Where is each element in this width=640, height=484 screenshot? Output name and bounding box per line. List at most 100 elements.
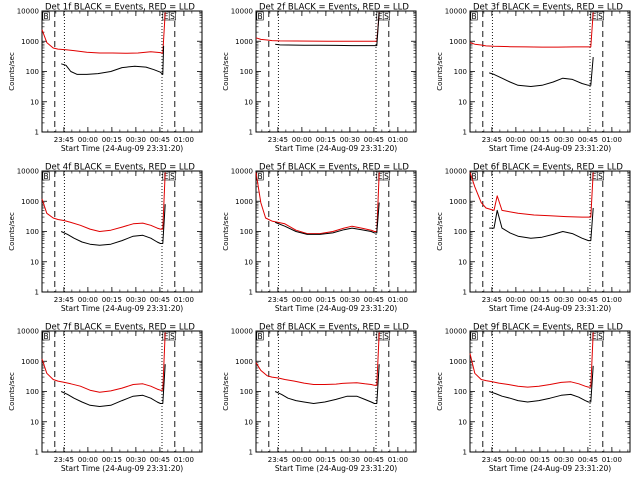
x-tick-label: 00:15 (316, 136, 336, 144)
y-tick-label: 10 (244, 418, 253, 426)
y-tick-label: 10000 (231, 8, 253, 16)
x-tick-label: 00:00 (292, 296, 312, 304)
x-tick-label: 00:45 (150, 296, 170, 304)
y-tick-label: 1000 (235, 198, 253, 206)
y-axis-label: Counts/sec (8, 52, 16, 91)
series-line-lld (256, 172, 379, 233)
x-tick-label: 00:15 (102, 296, 122, 304)
x-tick-label: 01:00 (602, 456, 622, 464)
x-axis-label: Start Time (24-Aug-09 23:31:20) (275, 144, 397, 153)
x-tick-label: 23:45 (482, 456, 502, 464)
y-tick-label: 100 (26, 68, 39, 76)
y-tick-label: 10000 (445, 328, 467, 336)
x-tick-label: 00:00 (78, 456, 98, 464)
y-tick-label: 1000 (449, 358, 467, 366)
marker-label-b: B (257, 172, 262, 181)
x-tick-label: 23:45 (54, 136, 74, 144)
y-tick-label: 1000 (21, 358, 39, 366)
x-tick-label: 00:30 (340, 296, 360, 304)
plot-frame (256, 11, 416, 132)
y-tick-label: 10000 (445, 168, 467, 176)
y-axis-label: Counts/sec (222, 372, 230, 411)
series-line-lld (470, 12, 593, 47)
x-tick-label: 00:45 (578, 456, 598, 464)
x-tick-label: 00:00 (506, 296, 526, 304)
y-tick-label: 1 (249, 129, 253, 137)
y-tick-label: 1 (35, 289, 39, 297)
x-tick-label: 00:30 (340, 136, 360, 144)
marker-label-b: B (43, 172, 48, 181)
panel-det-8: Det 8f BLACK = Events, RED = LLD11010010… (222, 323, 416, 474)
series-line-lld (42, 12, 165, 53)
series-line-lld (42, 332, 165, 392)
plot-frame (470, 171, 630, 292)
y-tick-label: 10 (458, 418, 467, 426)
y-axis-label: Counts/sec (8, 372, 16, 411)
x-tick-label: 00:15 (102, 456, 122, 464)
x-tick-label: 23:45 (54, 456, 74, 464)
y-tick-label: 100 (240, 388, 253, 396)
marker-label-s: S (598, 172, 603, 181)
plot-frame (470, 11, 630, 132)
series-line-lld (42, 172, 165, 231)
x-tick-label: 23:45 (482, 136, 502, 144)
plot-frame (42, 11, 202, 132)
plot-frame (42, 331, 202, 452)
x-axis-label: Start Time (24-Aug-09 23:31:20) (489, 304, 611, 313)
y-tick-label: 10 (458, 98, 467, 106)
x-tick-label: 00:45 (364, 296, 384, 304)
y-tick-label: 10 (244, 258, 253, 266)
marker-label-s: S (384, 12, 389, 21)
y-tick-label: 10 (30, 258, 39, 266)
x-tick-label: 00:30 (126, 136, 146, 144)
series-line-events (275, 203, 379, 235)
marker-label-s: S (384, 172, 389, 181)
x-axis-label: Start Time (24-Aug-09 23:31:20) (275, 464, 397, 473)
panel-det-2: Det 2f BLACK = Events, RED = LLD11010010… (222, 3, 416, 154)
x-axis-label: Start Time (24-Aug-09 23:31:20) (61, 464, 183, 473)
x-axis-label: Start Time (24-Aug-09 23:31:20) (61, 304, 183, 313)
x-tick-label: 01:00 (602, 296, 622, 304)
marker-label-s: S (170, 12, 175, 21)
x-axis-label: Start Time (24-Aug-09 23:31:20) (275, 304, 397, 313)
marker-label-b: B (43, 12, 48, 21)
y-tick-label: 10 (30, 98, 39, 106)
y-tick-label: 1 (463, 449, 467, 457)
x-tick-label: 00:45 (364, 136, 384, 144)
marker-label-b: B (257, 332, 262, 341)
y-tick-label: 1 (35, 129, 39, 137)
y-axis-label: Counts/sec (436, 52, 444, 91)
y-tick-label: 10000 (445, 8, 467, 16)
x-tick-label: 00:15 (530, 456, 550, 464)
x-tick-label: 01:00 (174, 136, 194, 144)
x-tick-label: 00:30 (554, 136, 574, 144)
y-tick-label: 10000 (17, 328, 39, 336)
y-tick-label: 10000 (231, 168, 253, 176)
panel-det-7: Det 7f BLACK = Events, RED = LLD11010010… (8, 323, 202, 474)
marker-label-s: S (598, 332, 603, 341)
plot-frame (256, 331, 416, 452)
x-tick-label: 01:00 (388, 456, 408, 464)
x-tick-label: 00:15 (102, 136, 122, 144)
x-axis-label: Start Time (24-Aug-09 23:31:20) (489, 464, 611, 473)
y-tick-label: 10 (458, 258, 467, 266)
x-tick-label: 00:00 (292, 456, 312, 464)
x-tick-label: 00:45 (150, 456, 170, 464)
x-tick-label: 00:30 (126, 296, 146, 304)
x-tick-label: 01:00 (174, 296, 194, 304)
panel-det-1: Det 1f BLACK = Events, RED = LLD11010010… (8, 3, 202, 154)
panel-det-3: Det 3f BLACK = Events, RED = LLD11010010… (436, 3, 630, 154)
x-tick-label: 00:15 (530, 296, 550, 304)
series-line-lld (470, 332, 593, 387)
y-axis-label: Counts/sec (436, 372, 444, 411)
marker-label-b: B (471, 12, 476, 21)
series-line-lld (256, 12, 379, 41)
y-tick-label: 10 (244, 98, 253, 106)
x-tick-label: 00:30 (554, 456, 574, 464)
marker-label-s: S (170, 332, 175, 341)
x-tick-label: 00:00 (506, 136, 526, 144)
marker-label-s: S (384, 332, 389, 341)
x-tick-label: 00:00 (78, 136, 98, 144)
y-axis-label: Counts/sec (222, 52, 230, 91)
